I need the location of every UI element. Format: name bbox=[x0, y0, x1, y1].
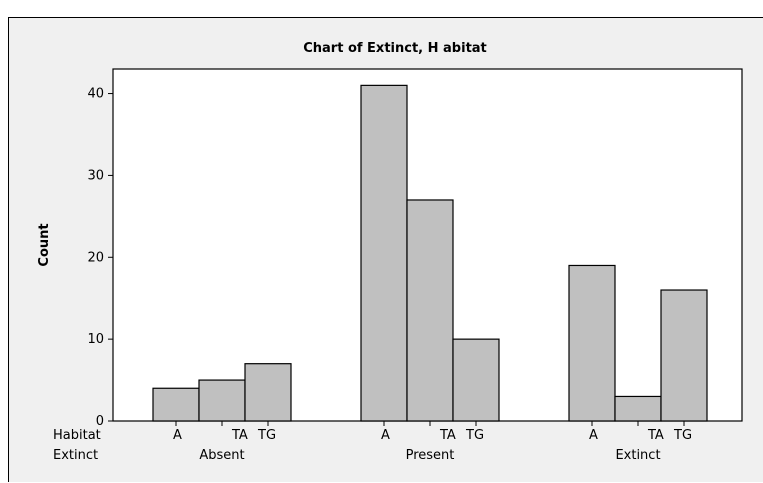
bar-present-a bbox=[360, 84, 408, 422]
y-tick-label-10: 10 bbox=[87, 332, 104, 347]
y-tick-label-20: 20 bbox=[87, 250, 104, 265]
bar-absent-a bbox=[152, 387, 200, 422]
bar-present-tg bbox=[452, 338, 500, 422]
chart-title: Chart of Extinct, H abitat bbox=[303, 41, 487, 56]
y-tick-label-30: 30 bbox=[87, 168, 104, 183]
group-label-extinct: Extinct bbox=[615, 448, 660, 463]
bar-extinct-a bbox=[568, 264, 616, 422]
category-label-extinct-tg: TG bbox=[673, 428, 692, 443]
chart-marks: 0 10 20 30 40 Habitat Extinct A TA TG Absent A TA TG P… bbox=[53, 84, 708, 463]
category-label-extinct-ta: TA bbox=[647, 428, 664, 443]
bar-present-ta bbox=[406, 199, 454, 422]
category-label-extinct-a: A bbox=[589, 428, 598, 443]
y-tick-label-0: 0 bbox=[96, 414, 104, 429]
category-label-absent-a: A bbox=[173, 428, 182, 443]
category-label-absent-ta: TA bbox=[231, 428, 248, 443]
group-label-present: Present bbox=[406, 448, 455, 463]
bar-extinct-ta bbox=[614, 395, 662, 422]
category-label-absent-tg: TG bbox=[257, 428, 276, 443]
y-tick-label-40: 40 bbox=[87, 87, 104, 102]
category-label-present-a: A bbox=[381, 428, 390, 443]
chart-frame: Chart of Extinct, H abitat Count 0 10 20 30… bbox=[8, 17, 763, 482]
row-label-extinct: Extinct bbox=[53, 448, 98, 463]
bar-extinct-tg bbox=[660, 289, 708, 422]
bar-absent-ta bbox=[198, 379, 246, 422]
y-axis-label: Count bbox=[37, 223, 52, 266]
chart-svg: Chart of Extinct, H abitat Count 0 10 20 30… bbox=[37, 41, 743, 463]
bar-absent-tg bbox=[244, 363, 292, 422]
category-label-present-ta: TA bbox=[439, 428, 456, 443]
row-label-habitat: Habitat bbox=[53, 428, 101, 443]
group-label-absent: Absent bbox=[199, 448, 244, 463]
category-label-present-tg: TG bbox=[465, 428, 484, 443]
